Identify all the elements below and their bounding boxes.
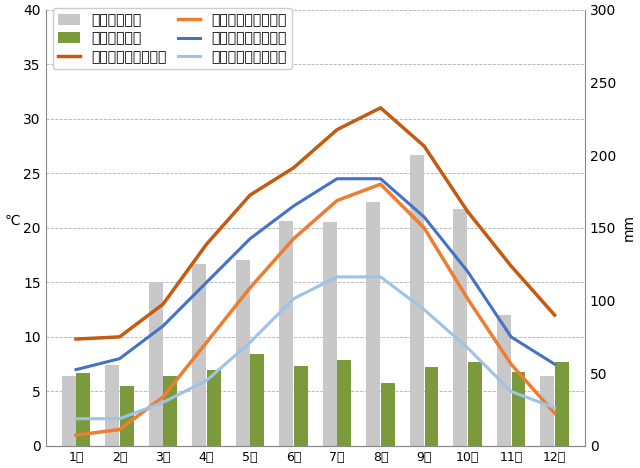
パリの平均最低気温 [377, 274, 385, 280]
Bar [424, 367, 438, 446]
東京の平均最低気温 [551, 410, 559, 416]
東京の平均最低気温 [290, 236, 298, 241]
Bar [410, 155, 424, 446]
パリの平均最高気温 [203, 279, 211, 285]
Line: パリの平均最低気温: パリの平均最低気温 [76, 277, 555, 419]
Bar [236, 260, 250, 446]
Y-axis label: mm: mm [622, 214, 636, 241]
Bar [279, 220, 293, 446]
東京の平均最低気温 [116, 427, 124, 432]
パリの平均最高気温 [72, 367, 80, 373]
Bar [511, 372, 525, 446]
Bar [468, 362, 482, 446]
パリの平均最低気温 [464, 345, 472, 351]
Bar [148, 282, 163, 446]
パリの平均最低気温 [551, 405, 559, 410]
パリの平均最高気温 [420, 214, 428, 219]
Bar [497, 315, 511, 446]
Bar [192, 264, 206, 446]
Bar [540, 376, 554, 446]
Bar [61, 376, 76, 446]
Line: 東京の平均最高気温: 東京の平均最高気温 [76, 108, 555, 339]
パリの平均最低気温 [420, 307, 428, 313]
東京の平均最低気温 [72, 432, 80, 438]
パリの平均最低気温 [508, 388, 515, 394]
パリの平均最低気温 [246, 340, 254, 345]
Bar [120, 387, 134, 446]
東京の平均最高気温 [377, 105, 385, 110]
東京の平均最低気温 [203, 340, 211, 345]
Line: パリの平均最高気温: パリの平均最高気温 [76, 179, 555, 370]
パリの平均最高気温 [116, 356, 124, 361]
Bar [366, 202, 380, 446]
東京の平均最高気温 [116, 334, 124, 340]
パリの平均最高気温 [551, 361, 559, 367]
東京の平均最高気温 [290, 165, 298, 171]
Bar [76, 373, 90, 446]
パリの平均最低気温 [203, 378, 211, 383]
Legend: 東京の降水量, パリの降水量, 東京の平均最高気温, 東京の平均最低気温, パリの平均最高気温, パリの平均最低気温: 東京の降水量, パリの降水量, 東京の平均最高気温, 東京の平均最低気温, パリ… [52, 8, 292, 69]
パリの平均最低気温 [116, 416, 124, 422]
Bar [453, 209, 467, 446]
東京の平均最低気温 [159, 394, 167, 400]
パリの平均最高気温 [377, 176, 385, 182]
東京の平均最高気温 [508, 263, 515, 269]
パリの平均最低気温 [72, 416, 80, 422]
パリの平均最高気温 [246, 236, 254, 241]
東京の平均最低気温 [508, 361, 515, 367]
Bar [250, 354, 264, 446]
パリの平均最低気温 [159, 400, 167, 405]
東京の平均最低気温 [420, 225, 428, 231]
パリの平均最高気温 [464, 269, 472, 274]
東京の平均最高気温 [72, 336, 80, 342]
Y-axis label: ℃: ℃ [4, 214, 20, 228]
Bar [555, 362, 569, 446]
パリの平均最高気温 [508, 334, 515, 340]
東京の平均最低気温 [246, 285, 254, 291]
Bar [337, 360, 351, 446]
東京の平均最高気温 [464, 209, 472, 214]
Bar [163, 376, 177, 446]
Bar [381, 383, 395, 446]
パリの平均最高気温 [290, 203, 298, 209]
東京の平均最低気温 [333, 198, 341, 204]
Bar [105, 365, 119, 446]
東京の平均最高気温 [203, 241, 211, 247]
Bar [294, 366, 308, 446]
東京の平均最低気温 [377, 182, 385, 187]
東京の平均最高気温 [333, 127, 341, 132]
東京の平均最高気温 [159, 301, 167, 307]
パリの平均最高気温 [333, 176, 341, 182]
パリの平均最低気温 [290, 296, 298, 301]
パリの平均最低気温 [333, 274, 341, 280]
東京の平均最高気温 [246, 192, 254, 198]
Bar [323, 222, 337, 446]
東京の平均最低気温 [464, 296, 472, 301]
パリの平均最高気温 [159, 323, 167, 329]
東京の平均最高気温 [420, 143, 428, 149]
Line: 東京の平均最低気温: 東京の平均最低気温 [76, 184, 555, 435]
Bar [207, 370, 221, 446]
東京の平均最高気温 [551, 312, 559, 318]
